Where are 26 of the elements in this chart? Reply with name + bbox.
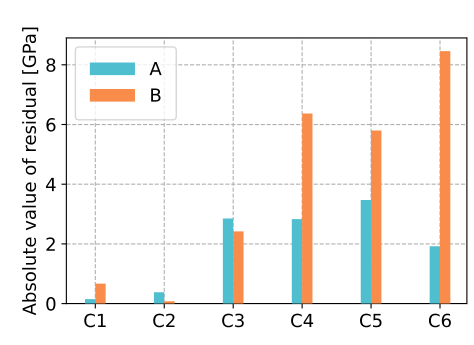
bar [95,284,106,304]
bar [360,200,372,304]
bar [233,231,244,304]
x-tick-label: C2 [153,314,174,328]
bar [371,130,382,304]
bar [430,246,440,304]
y-axis-title: Absolute value of residual [GPa] [22,28,38,316]
y-tick-label: 6 [46,118,56,132]
x-tick-label: C4 [291,314,314,328]
x-tick-label: C5 [360,314,382,328]
bar [164,301,175,304]
x-tick-label: C1 [84,314,106,328]
bar [440,51,450,304]
y-tick-label: 4 [46,178,56,192]
bar [154,292,164,304]
y-tick-label: 2 [46,237,55,251]
y-tick-label: 8 [46,58,56,72]
x-tick-label: C3 [222,314,244,328]
bar [302,113,312,304]
bar [292,219,302,304]
bar [84,299,96,304]
legend-label: B [151,88,161,102]
legend-label: A [150,62,162,76]
y-tick-label: 0 [46,297,56,311]
bar [222,218,234,304]
x-tick-label: C6 [428,314,451,328]
